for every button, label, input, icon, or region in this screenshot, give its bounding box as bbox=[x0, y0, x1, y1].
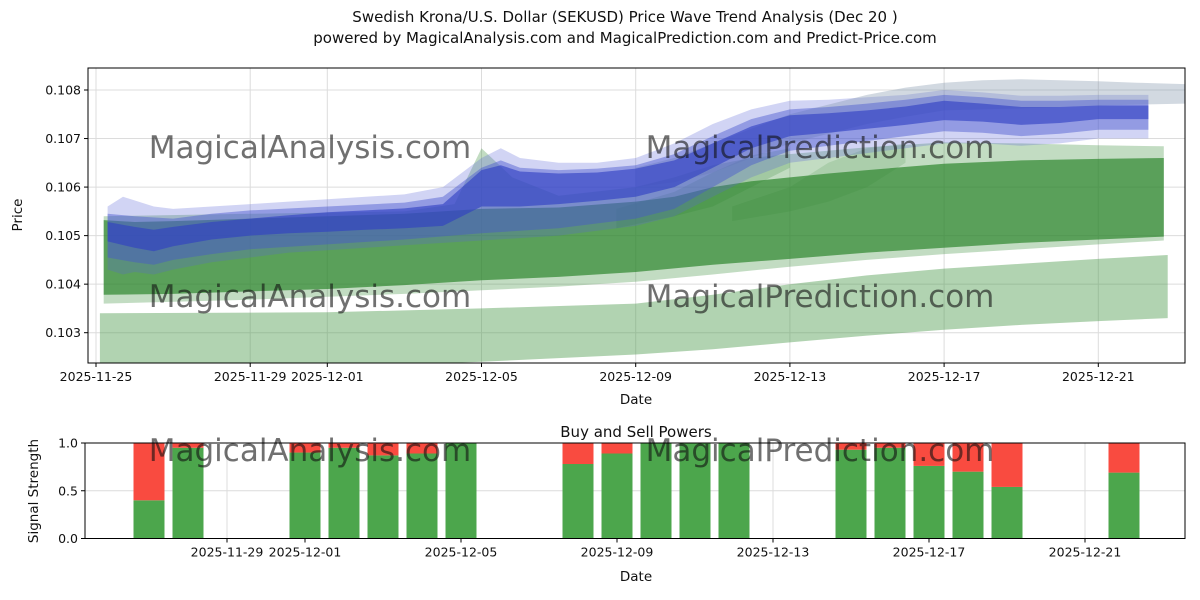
price-x-tick-label: 2025-11-25 bbox=[60, 369, 133, 384]
price-chart-watermarks: MagicalAnalysis.com MagicalPrediction.com… bbox=[149, 130, 995, 315]
signal-x-tick-label: 2025-12-01 bbox=[269, 545, 342, 560]
signal-x-tick-label: 2025-11-29 bbox=[191, 545, 264, 560]
price-x-tick-label: 2025-12-13 bbox=[754, 369, 827, 384]
price-y-tick-label: 0.103 bbox=[45, 325, 81, 340]
price-x-tick-label: 2025-11-29 bbox=[214, 369, 287, 384]
signal-x-tick-label: 2025-12-05 bbox=[425, 545, 498, 560]
signal-x-tick-label: 2025-12-13 bbox=[737, 545, 810, 560]
signal-y-tick-label: 0.0 bbox=[58, 531, 78, 546]
green-low-band bbox=[99, 255, 1168, 363]
figure-title-line1: Swedish Krona/U.S. Dollar (SEKUSD) Price… bbox=[352, 8, 897, 26]
blue-core-band bbox=[107, 100, 1149, 252]
signal-x-tick-label: 2025-12-17 bbox=[893, 545, 966, 560]
price-chart-axes: 2025-11-25 2025-11-29 2025-12-01 2025-12-05… bbox=[45, 67, 1186, 384]
buy-bar bbox=[991, 486, 1023, 539]
price-x-tick-label: 2025-12-21 bbox=[1062, 369, 1135, 384]
price-wave-bands bbox=[99, 79, 1185, 363]
price-y-tick-label: 0.107 bbox=[45, 131, 81, 146]
price-y-tick-label: 0.106 bbox=[45, 180, 81, 195]
buy-sell-bars bbox=[133, 443, 1140, 539]
watermark-text: MagicalAnalysis.com bbox=[149, 130, 471, 166]
buy-bar bbox=[133, 500, 165, 539]
price-x-tick-label: 2025-12-01 bbox=[291, 369, 364, 384]
watermark-text: MagicalPrediction.com bbox=[646, 279, 995, 315]
signal-x-tick-label: 2025-12-09 bbox=[581, 545, 654, 560]
sell-bar bbox=[1108, 443, 1140, 473]
price-x-tick-label: 2025-12-17 bbox=[908, 369, 981, 384]
price-x-axis-label: Date bbox=[620, 392, 652, 408]
signal-x-tick-label: 2025-12-21 bbox=[1049, 545, 1122, 560]
buy-bar bbox=[640, 443, 672, 539]
buy-bar bbox=[562, 464, 594, 539]
buy-bar bbox=[913, 465, 945, 539]
buy-bar bbox=[367, 455, 399, 539]
signal-chart-axes: 2025-11-29 2025-12-01 2025-12-05 2025-12-09… bbox=[58, 436, 1186, 560]
price-y-tick-label: 0.104 bbox=[45, 277, 81, 292]
price-y-tick-label: 0.108 bbox=[45, 83, 81, 98]
sell-bar bbox=[874, 443, 906, 448]
signal-x-axis-label: Date bbox=[620, 569, 652, 585]
price-y-tick-label: 0.105 bbox=[45, 228, 81, 243]
buy-bar bbox=[952, 471, 984, 539]
figure-title-line2: powered by MagicalAnalysis.com and Magic… bbox=[313, 29, 937, 47]
buy-bar bbox=[718, 443, 750, 539]
price-x-tick-label: 2025-12-05 bbox=[445, 369, 518, 384]
sell-bar bbox=[172, 443, 204, 448]
buy-bar bbox=[406, 453, 438, 539]
price-y-axis-label: Price bbox=[10, 199, 26, 232]
signal-y-tick-label: 0.5 bbox=[58, 483, 78, 498]
signal-y-tick-label: 1.0 bbox=[58, 436, 78, 451]
buy-bar bbox=[835, 449, 867, 539]
sell-bar bbox=[406, 443, 438, 454]
sell-bar bbox=[367, 443, 399, 456]
sell-bar bbox=[562, 443, 594, 465]
axes-spines bbox=[87, 67, 1186, 364]
signal-chart-watermarks: MagicalAnalysis.com MagicalPrediction.com bbox=[149, 433, 995, 469]
sell-bar bbox=[835, 443, 867, 450]
sell-bar bbox=[952, 443, 984, 472]
buy-bar bbox=[1108, 472, 1140, 539]
sell-bar bbox=[133, 443, 165, 501]
sell-bar bbox=[601, 443, 633, 454]
buy-bar bbox=[289, 452, 321, 539]
green-main-band bbox=[103, 158, 1164, 295]
grey-blue-band bbox=[635, 79, 1185, 188]
sell-bar bbox=[289, 443, 321, 453]
buy-bar bbox=[874, 447, 906, 539]
watermark-text: MagicalAnalysis.com bbox=[149, 279, 471, 315]
watermark-text: MagicalPrediction.com bbox=[646, 130, 995, 166]
sell-bar bbox=[913, 443, 945, 466]
price-x-tick-label: 2025-12-09 bbox=[599, 369, 672, 384]
watermark-text: MagicalAnalysis.com bbox=[149, 433, 471, 469]
buy-bar bbox=[679, 443, 711, 539]
signal-y-axis-label: Signal Strength bbox=[26, 439, 42, 543]
sell-bar bbox=[328, 443, 360, 448]
sell-bar bbox=[991, 443, 1023, 487]
buy-bar bbox=[445, 443, 477, 539]
watermark-text: MagicalPrediction.com bbox=[646, 433, 995, 469]
buy-bar bbox=[172, 447, 204, 539]
buy-bar bbox=[601, 453, 633, 539]
signal-chart-title: Buy and Sell Powers bbox=[560, 423, 712, 441]
buy-bar bbox=[328, 447, 360, 539]
